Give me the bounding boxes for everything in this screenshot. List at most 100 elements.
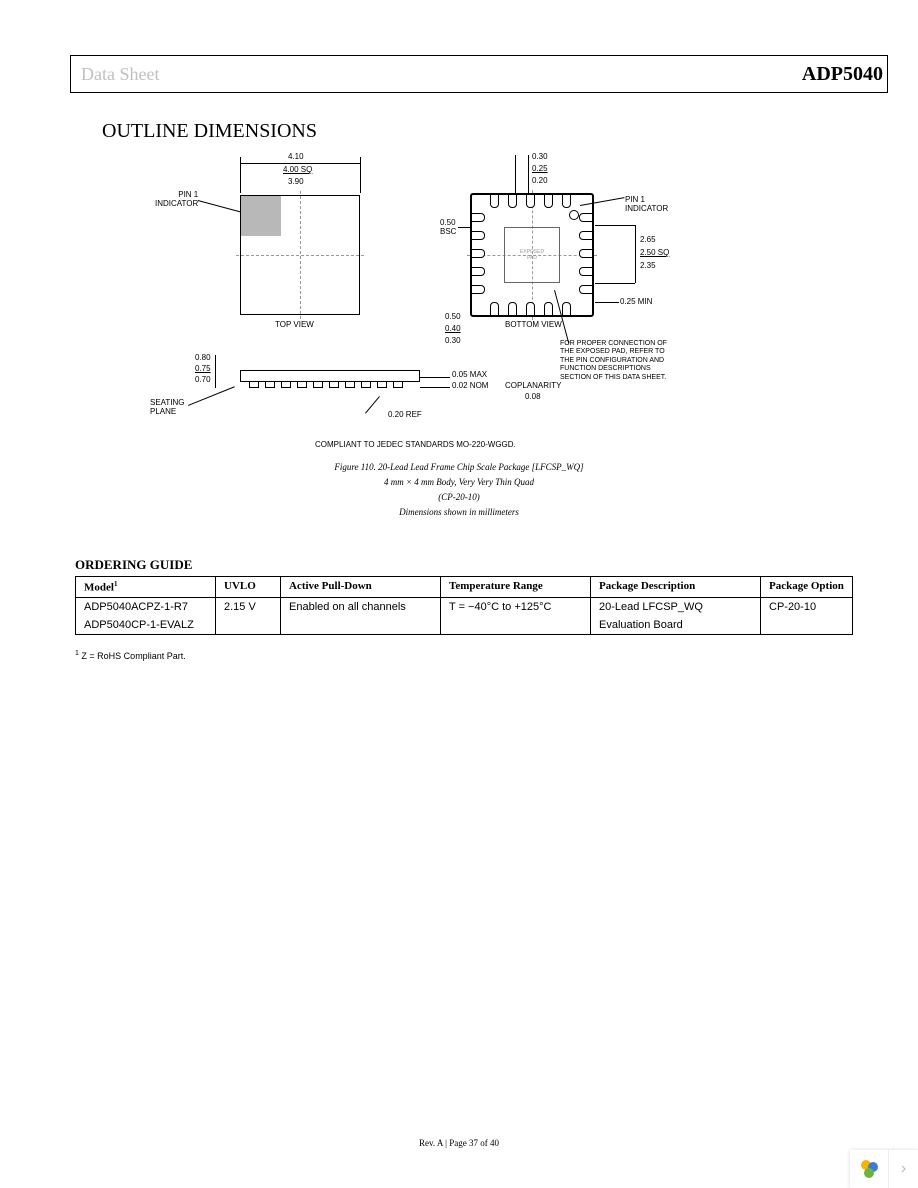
pin	[579, 231, 593, 240]
pin	[471, 285, 485, 294]
dim-tick	[515, 155, 516, 195]
ordering-table: Model1 UVLO Active Pull-Down Temperature…	[75, 576, 853, 635]
th-model: Model1	[76, 577, 216, 598]
dim-side-b: 0.75	[195, 364, 211, 373]
dim-left-bsc: 0.50 BSC	[440, 218, 456, 236]
pin	[490, 302, 499, 316]
figure-caption-2: 4 mm × 4 mm Body, Very Very Thin Quad	[0, 477, 918, 487]
figure-caption-3: (CP-20-10)	[0, 492, 918, 502]
side-pin	[297, 381, 307, 388]
dim-tick	[595, 225, 635, 226]
ordering-guide-title: ORDERING GUIDE	[75, 557, 192, 573]
side-pin	[329, 381, 339, 388]
side-view	[220, 370, 440, 410]
th-temp: Temperature Range	[441, 577, 591, 598]
side-pin	[313, 381, 323, 388]
exposed-pad-text: EXPOSED PAD	[520, 249, 544, 261]
dim-line	[240, 163, 360, 164]
dim-bvtop-a: 0.30	[532, 152, 548, 161]
pin	[526, 302, 535, 316]
dim-tick	[595, 302, 619, 303]
crosshair-v	[300, 191, 301, 319]
dim-sr-b: 0.02 NOM	[452, 381, 488, 390]
side-pin	[345, 381, 355, 388]
th-model-text: Model	[84, 582, 114, 594]
pin1-indicator-label-right: PIN 1 INDICATOR	[625, 195, 668, 213]
side-pin	[377, 381, 387, 388]
dim-tick	[528, 155, 529, 195]
pin	[471, 213, 485, 222]
figure-caption-1: Figure 110. 20-Lead Lead Frame Chip Scal…	[0, 462, 918, 472]
td: Enabled on all channels	[281, 597, 441, 616]
table-header-row: Model1 UVLO Active Pull-Down Temperature…	[76, 577, 853, 598]
top-view-label: TOP VIEW	[275, 320, 314, 329]
pin	[526, 194, 535, 208]
dim-line-v	[635, 225, 636, 283]
figure-caption-4: Dimensions shown in millimeters	[0, 507, 918, 517]
th-pulldown: Active Pull-Down	[281, 577, 441, 598]
dim-right-c: 2.35	[640, 261, 656, 270]
bottom-widget[interactable]: ›	[850, 1150, 918, 1188]
footnote-num: 1	[75, 650, 79, 657]
td: ADP5040ACPZ-1-R7	[76, 597, 216, 616]
dim-bvtop-b: 0.25	[532, 164, 548, 173]
dim-bvtop-c: 0.20	[532, 176, 548, 185]
side-pin	[281, 381, 291, 388]
td	[216, 616, 281, 635]
table-row: ADP5040CP-1-EVALZ Evaluation Board	[76, 616, 853, 635]
side-body	[240, 370, 420, 382]
th-pkg-opt: Package Option	[761, 577, 853, 598]
footnote-text: Z = RoHS Compliant Part.	[81, 651, 185, 661]
pin	[544, 194, 553, 208]
td: T = −40°C to +125°C	[441, 597, 591, 616]
pin	[471, 249, 485, 258]
dim-tick	[595, 283, 635, 284]
dim-top-c: 3.90	[288, 177, 304, 186]
seating-plane-label: SEATING PLANE	[150, 398, 185, 416]
side-pin	[361, 381, 371, 388]
pin1-circle	[569, 210, 579, 220]
dim-tick	[360, 157, 361, 193]
pin1-indicator-label-left: PIN 1 INDICATOR	[155, 190, 198, 208]
td	[441, 616, 591, 635]
diagram-note: FOR PROPER CONNECTION OF THE EXPOSED PAD…	[560, 340, 667, 382]
header-box: Data Sheet ADP5040	[70, 55, 888, 93]
dim-tick	[458, 227, 470, 228]
chevron-right-icon[interactable]: ›	[888, 1150, 918, 1188]
dim-side-a: 0.80	[195, 353, 211, 362]
pin	[508, 194, 517, 208]
pin	[562, 302, 571, 316]
dim-side-c: 0.70	[195, 375, 211, 384]
dim-tick	[420, 387, 450, 388]
pin	[471, 267, 485, 276]
td	[761, 616, 853, 635]
dim-top-b: 4.00 SQ	[283, 165, 312, 174]
dim-sr-ref: 0.20 REF	[388, 410, 422, 419]
td: 20-Lead LFCSP_WQ	[591, 597, 761, 616]
bottom-view-label: BOTTOM VIEW	[505, 320, 562, 329]
dim-top-a: 4.10	[288, 152, 304, 161]
td: CP-20-10	[761, 597, 853, 616]
flower-icon[interactable]	[850, 1150, 888, 1188]
pin	[579, 213, 593, 222]
header-right-text: ADP5040	[802, 63, 883, 86]
td	[281, 616, 441, 635]
pin1-shade	[241, 196, 281, 236]
pin	[579, 267, 593, 276]
dim-sr-cop: 0.08	[525, 392, 541, 401]
dim-tick	[240, 157, 241, 193]
pin	[508, 302, 517, 316]
pin	[579, 249, 593, 258]
dim-left-c: 0.30	[445, 336, 461, 345]
dim-left-b: 0.40	[445, 324, 461, 333]
td: 2.15 V	[216, 597, 281, 616]
dim-sr-cop-label: COPLANARITY	[505, 381, 561, 390]
dim-line-v	[215, 355, 216, 388]
pin	[471, 231, 485, 240]
th-uvlo: UVLO	[216, 577, 281, 598]
package-diagram: PIN 1 INDICATOR 4.10 4.00 SQ 3.90 TOP VI…	[170, 155, 740, 455]
top-view-box	[240, 195, 360, 315]
side-pin	[265, 381, 275, 388]
pin	[544, 302, 553, 316]
footnote-marker: 1	[114, 580, 118, 588]
